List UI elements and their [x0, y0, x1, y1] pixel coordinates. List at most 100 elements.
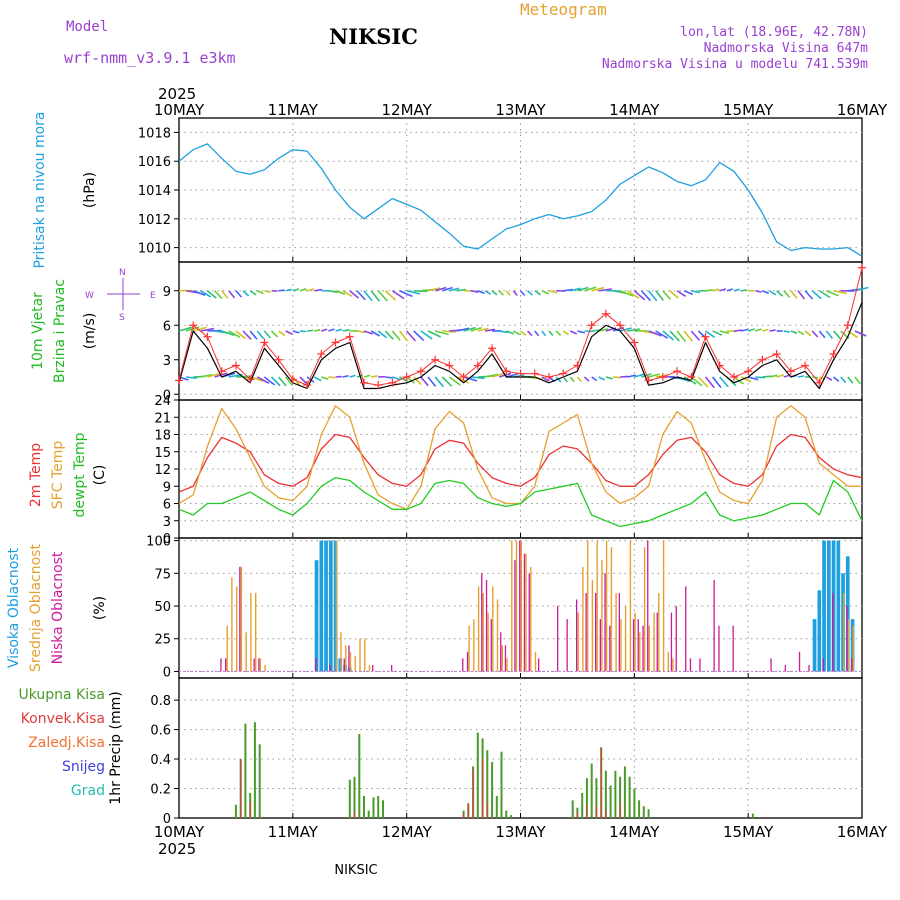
cloud-low-bar	[585, 593, 587, 672]
wind-gust-marker	[573, 361, 582, 370]
wind-barb	[221, 290, 229, 299]
precip-unit-label: 1hr Precip (mm)	[108, 691, 124, 804]
precip-total-bar	[234, 804, 237, 818]
header-model-name: wrf-nmm_v3.9.1 e3km	[64, 49, 236, 67]
cloud-mid-bar	[250, 593, 252, 672]
wind-gust-marker	[402, 373, 411, 381]
cloud-high-bar	[831, 540, 836, 672]
wind-barb	[570, 287, 581, 292]
wind-barb	[811, 330, 819, 338]
precip-conv-bar	[240, 759, 242, 818]
temp-axis-label-2m: 2m Temp	[28, 443, 44, 507]
header-model-label: Model	[66, 19, 109, 35]
cloud-low-bar	[566, 619, 568, 672]
cloud-low-bar	[519, 540, 521, 672]
cloud-low-bar	[329, 664, 331, 672]
wind-barb	[356, 290, 366, 301]
wind-barb	[384, 290, 397, 301]
wind-axis-label-1: 10m Vjetar	[30, 292, 46, 370]
wind-barb	[498, 290, 504, 296]
wind-barb	[463, 376, 478, 382]
wind-barb	[391, 290, 405, 300]
cloud-mid-bar	[629, 540, 632, 672]
precip-conv-bar	[619, 803, 621, 818]
wind-barb	[505, 290, 511, 296]
wind-barb	[434, 286, 447, 292]
wind-gust-marker	[274, 355, 283, 364]
wind-gust-marker	[231, 361, 240, 370]
cloud-mid-bar	[525, 553, 527, 672]
wind-barb	[377, 290, 388, 302]
cloud-mid-bar	[236, 586, 238, 672]
cloud-high-bar	[343, 664, 347, 672]
cloud-mid-bar	[648, 625, 650, 672]
wind-barb	[854, 286, 869, 292]
cloud-mid-bar	[364, 638, 366, 672]
wind-barb	[519, 290, 526, 296]
cloud-low-bar	[348, 645, 350, 672]
wind-barb	[733, 288, 740, 292]
pressure-unit-label: (hPa)	[82, 172, 98, 208]
cloud-mid-bar	[245, 632, 247, 672]
wind-barb	[456, 327, 470, 332]
cloud-low-bar	[647, 540, 649, 672]
wind-barb	[200, 327, 215, 332]
wind-gust-marker	[587, 321, 596, 330]
wind-barb	[811, 290, 822, 300]
wind-barb	[627, 328, 640, 332]
cloud-mid-bar	[259, 658, 262, 672]
y-tick-label: 0.4	[150, 753, 171, 768]
time-label-bottom: 12MAY	[382, 823, 433, 841]
wind-gust-marker	[544, 373, 553, 381]
wind-barb	[207, 372, 221, 378]
legend-south-label: S	[119, 313, 125, 323]
precip-total-bar	[614, 770, 617, 818]
precip-total-bar	[244, 723, 247, 818]
y-tick-label: 3	[163, 515, 171, 530]
cloud-low-bar	[500, 632, 502, 672]
cloud-mid-bar	[615, 593, 617, 672]
wind-barb	[434, 330, 449, 336]
wind-barb	[762, 290, 770, 295]
precip-conv-bar	[249, 801, 251, 818]
cloud-mid-bar	[605, 540, 608, 672]
wind-barb	[434, 376, 445, 388]
wind-barb	[278, 330, 286, 337]
y-tick-label: 0	[163, 388, 171, 403]
cloud-mid-bar	[852, 625, 854, 672]
cloud-low-bar	[391, 664, 393, 672]
wind-gust-marker	[331, 338, 340, 347]
wind-barb	[655, 330, 669, 339]
cloud-axis-label-low: Niska Oblacnost	[50, 551, 66, 664]
cloud-mid-bar	[226, 625, 228, 672]
wind-gust-marker	[715, 361, 724, 370]
wind-barb	[263, 376, 276, 386]
wind-gust-marker	[217, 367, 226, 376]
wind-barb	[797, 330, 805, 336]
wind-barb	[832, 330, 841, 340]
cloud-low-bar	[343, 658, 345, 672]
wind-gust-marker	[516, 369, 525, 378]
cloud-low-bar	[485, 579, 488, 672]
wind-barb	[342, 329, 350, 332]
wind-barb	[733, 329, 743, 332]
wind-barb	[577, 286, 589, 292]
wind-barb	[519, 330, 527, 336]
wind-barb	[541, 330, 547, 337]
wind-gust-marker	[673, 367, 682, 376]
wind-barb	[612, 376, 621, 379]
cloud-low-bar	[220, 658, 222, 672]
wind-barb	[441, 376, 453, 387]
wind-barb	[449, 287, 460, 292]
wind-barb	[349, 374, 356, 378]
wind-direction-legend: W E N S	[85, 268, 156, 323]
wind-barb	[299, 330, 307, 333]
cloud-high-bar	[850, 619, 855, 672]
wind-barb	[349, 290, 360, 299]
wind-barb	[370, 375, 378, 378]
wind-barb	[420, 376, 429, 387]
wind-barb	[712, 330, 723, 336]
cloud-low-bar	[798, 651, 801, 672]
precip-total-bar	[628, 776, 631, 818]
cloud-mid-bar	[643, 547, 646, 672]
